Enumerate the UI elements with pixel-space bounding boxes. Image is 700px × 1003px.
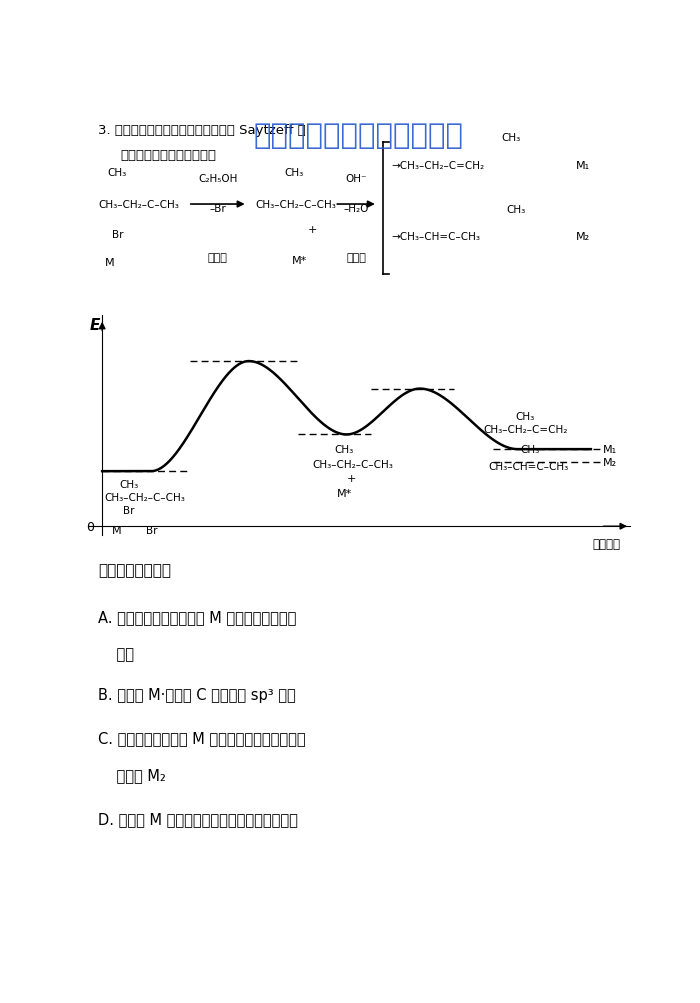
Text: 则，其反应历程如图所示：: 则，其反应历程如图所示： (120, 148, 216, 161)
Text: C. 控制较低的温度使 M 发生消去反应，得到的主: C. 控制较低的温度使 M 发生消去反应，得到的主 (98, 731, 306, 746)
Text: 第二步: 第二步 (346, 253, 366, 263)
Text: E: E (90, 318, 100, 333)
Text: Br: Br (146, 526, 158, 536)
Text: –H₂O: –H₂O (344, 204, 369, 214)
Text: M₁: M₁ (575, 161, 590, 172)
Text: Br: Br (123, 506, 135, 516)
Text: M*: M* (291, 256, 307, 266)
Text: M: M (104, 258, 114, 268)
Text: CH₃: CH₃ (108, 169, 127, 179)
Text: M*: M* (337, 488, 351, 498)
Text: CH₃–CH₂–C–CH₃: CH₃–CH₂–C–CH₃ (98, 200, 179, 210)
Text: CH₃–CH=C–CH₃: CH₃–CH=C–CH₃ (489, 461, 568, 471)
Text: CH₃: CH₃ (335, 444, 354, 454)
Text: –Br: –Br (209, 204, 226, 214)
Text: M: M (112, 526, 122, 536)
Text: OH⁻: OH⁻ (345, 174, 367, 184)
Text: 反应: 反应 (98, 647, 134, 661)
Text: CH₃: CH₃ (520, 444, 540, 454)
Text: 第一步: 第一步 (208, 253, 228, 263)
Text: CH₃: CH₃ (501, 133, 520, 143)
Text: CH₃–CH₂–C–CH₃: CH₃–CH₂–C–CH₃ (312, 459, 393, 469)
Text: →CH₃–CH=C–CH₃: →CH₃–CH=C–CH₃ (391, 232, 480, 242)
Text: CH₃: CH₃ (120, 479, 139, 489)
Text: 下列说法正确的是: 下列说法正确的是 (98, 562, 172, 577)
Text: M₂: M₂ (603, 457, 617, 467)
Text: 产物为 M₂: 产物为 M₂ (98, 768, 166, 783)
Text: C₂H₅OH: C₂H₅OH (198, 174, 237, 184)
Text: +: + (308, 225, 317, 235)
Text: CH₃: CH₃ (515, 411, 535, 421)
Text: M₂: M₂ (575, 232, 590, 242)
Text: CH₃: CH₃ (507, 205, 526, 215)
Text: 0: 0 (86, 521, 94, 534)
Text: →CH₃–CH₂–C=CH₂: →CH₃–CH₂–C=CH₂ (391, 161, 484, 172)
Text: A. 该反应条件下，宇代烳 M 的消去反应为吸热: A. 该反应条件下，宇代烳 M 的消去反应为吸热 (98, 610, 297, 624)
Text: 3. 宇代烳分子发生消去反应时，遵循 Saytzeff 规: 3. 宇代烳分子发生消去反应时，遵循 Saytzeff 规 (98, 124, 306, 136)
Text: 微信公众号关注：趋找答案: 微信公众号关注：趋找答案 (253, 122, 463, 150)
Text: D. 宇代烳 M 的消去反应速率由第二步反应决定: D. 宇代烳 M 的消去反应速率由第二步反应决定 (98, 811, 298, 826)
Text: +: + (346, 474, 356, 484)
Text: B. 中间体 M·中所有 C 原子都为 sp³ 杂化: B. 中间体 M·中所有 C 原子都为 sp³ 杂化 (98, 687, 296, 702)
Text: 反应历程: 反应历程 (592, 538, 620, 551)
Text: M₁: M₁ (603, 444, 617, 454)
Text: CH₃–CH₂–C–CH₃: CH₃–CH₂–C–CH₃ (256, 200, 337, 210)
Text: Br: Br (111, 230, 123, 240)
Text: CH₃–CH₂–C–CH₃: CH₃–CH₂–C–CH₃ (104, 492, 186, 503)
Text: CH₃: CH₃ (284, 169, 303, 179)
Text: CH₃–CH₂–C=CH₂: CH₃–CH₂–C=CH₂ (484, 424, 568, 434)
